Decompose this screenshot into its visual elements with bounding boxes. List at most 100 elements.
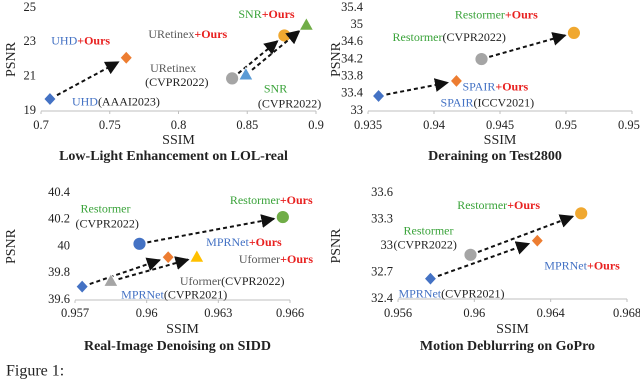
ours-suffix: +Ours (495, 80, 528, 94)
x-tick-label: 0.968 (613, 306, 640, 320)
arrow (89, 257, 161, 285)
series-name: Restormer (81, 202, 131, 216)
x-tick-label: 0.7 (33, 118, 49, 132)
series-name: MPRNet (206, 235, 249, 249)
x-tick-label: 0.964 (537, 306, 566, 320)
ours-suffix: +Ours (507, 198, 540, 212)
x-tick-label: 0.75 (99, 118, 121, 132)
y-axis-label: PSNR (4, 228, 19, 264)
y-tick-label: 40 (58, 238, 71, 252)
y-tick-label: 25 (24, 0, 37, 14)
arrow (488, 32, 567, 58)
x-axis-label: SSIM (162, 133, 195, 148)
point (463, 247, 478, 262)
point (372, 88, 386, 104)
series-note: (CVPR2022) (394, 238, 457, 252)
chart-title: Real-Image Denoising on SIDD (84, 339, 271, 354)
point (238, 66, 254, 81)
series-name: MPRNet (544, 258, 587, 272)
series-note: (CVPR2022) (145, 75, 208, 89)
chart-title: Motion Deblurring on GoPro (420, 339, 595, 354)
series-note: (CVPR2022) (258, 97, 321, 111)
chart-title: Low-Light Enhancement on LOL-real (59, 149, 288, 164)
series-name: Uformer (239, 252, 280, 266)
series-name: Restormer (455, 8, 505, 22)
y-tick-label: 34.2 (341, 51, 363, 65)
x-tick-label: 0.957 (61, 306, 89, 320)
point (161, 250, 175, 265)
x-tick-label: 0.9 (308, 118, 324, 132)
ours-suffix: +Ours (280, 193, 313, 207)
series-name: UHD (72, 95, 98, 109)
x-tick-label: 0.966 (276, 306, 304, 320)
y-tick-label: 40.2 (48, 212, 70, 226)
series-name: UHD (51, 34, 77, 48)
series-name: SNR (264, 82, 287, 96)
x-tick-label: 0.963 (204, 306, 232, 320)
y-axis-label: PSNR (329, 41, 344, 77)
ours-suffix: +Ours (505, 8, 538, 22)
point (119, 50, 133, 65)
y-tick-label: 39.6 (48, 292, 70, 306)
y-tick-label: 33 (381, 238, 394, 252)
y-tick-label: 33.8 (341, 69, 363, 83)
y-tick-label: 32.4 (371, 291, 394, 305)
y-tick-label: 33.3 (371, 211, 393, 225)
arrow (56, 61, 120, 97)
x-tick-label: 0.945 (486, 118, 514, 132)
series-name: SPAIR (441, 96, 474, 110)
x-tick-label: 0.955 (618, 118, 640, 132)
x-tick-label: 0.96 (463, 306, 485, 320)
y-tick-label: 19 (24, 103, 37, 117)
x-tick-label: 0.8 (171, 118, 187, 132)
series-name: Restormer (393, 30, 443, 44)
series-name: Restormer (404, 224, 454, 238)
y-tick-label: 33 (351, 103, 364, 117)
series-note: (ICCV2021) (473, 96, 534, 110)
point (423, 271, 437, 286)
point (567, 25, 581, 40)
point (225, 71, 240, 86)
x-tick-label: 0.935 (354, 118, 382, 132)
series-name: Restormer (457, 198, 507, 212)
series-note: (CVPR2021) (164, 287, 227, 301)
series-name: URetinex (150, 61, 196, 75)
series-name: MPRNet (121, 287, 164, 301)
caption: Figure 1: (6, 363, 64, 380)
y-tick-label: 35 (351, 17, 364, 31)
series-name: SNR (238, 7, 261, 21)
arrow (118, 256, 190, 281)
y-tick-label: 35.4 (341, 0, 364, 14)
point (298, 16, 315, 31)
y-tick-label: 39.8 (48, 265, 70, 279)
ours-suffix: +Ours (194, 27, 227, 41)
y-tick-label: 23 (24, 34, 37, 48)
arrow (386, 78, 449, 96)
y-tick-label: 34.6 (341, 34, 363, 48)
point (530, 233, 544, 248)
y-axis-label: PSNR (4, 41, 19, 77)
x-axis-label: SSIM (484, 133, 517, 148)
ours-suffix: +Ours (262, 7, 295, 21)
y-tick-label: 32.7 (371, 264, 393, 278)
point (277, 28, 292, 43)
ours-suffix: +Ours (587, 258, 620, 272)
point (474, 52, 489, 66)
x-tick-label: 0.94 (423, 118, 446, 132)
x-axis-label: SSIM (496, 322, 529, 337)
series-name: Restormer (230, 193, 280, 207)
series-note: (CVPR2022) (76, 217, 139, 231)
point (132, 236, 147, 251)
arrow (237, 40, 279, 75)
point (103, 272, 119, 287)
ours-suffix: +Ours (77, 34, 110, 48)
point (574, 206, 589, 221)
series-name: URetinex (148, 27, 194, 41)
arrow (251, 29, 301, 71)
point (275, 210, 290, 224)
series-note: (CVPR2022) (221, 274, 284, 288)
x-tick-label: 0.85 (236, 118, 258, 132)
series-note: (CVPR2021) (441, 286, 504, 300)
point (43, 91, 57, 107)
